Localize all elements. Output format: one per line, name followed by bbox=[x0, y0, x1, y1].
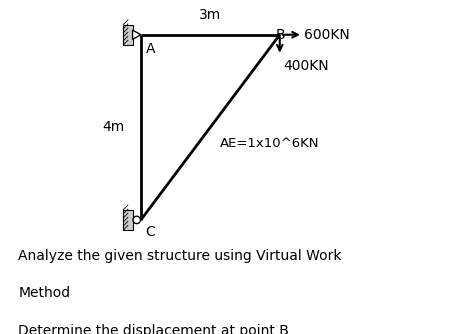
Text: A: A bbox=[145, 42, 155, 56]
Text: 600KN: 600KN bbox=[304, 28, 349, 42]
Circle shape bbox=[133, 216, 140, 224]
Bar bbox=[123, 210, 132, 230]
Text: 3m: 3m bbox=[199, 8, 221, 22]
Text: 4m: 4m bbox=[102, 120, 124, 134]
Text: Determine the displacement at point B: Determine the displacement at point B bbox=[18, 324, 289, 334]
Text: Method: Method bbox=[18, 286, 70, 300]
Text: AE=1x10^6KN: AE=1x10^6KN bbox=[219, 137, 319, 150]
Bar bbox=[123, 24, 132, 45]
Text: C: C bbox=[145, 225, 155, 239]
Polygon shape bbox=[132, 30, 140, 39]
Text: Analyze the given structure using Virtual Work: Analyze the given structure using Virtua… bbox=[18, 249, 341, 263]
Text: B: B bbox=[275, 28, 285, 42]
Text: 400KN: 400KN bbox=[283, 59, 328, 73]
